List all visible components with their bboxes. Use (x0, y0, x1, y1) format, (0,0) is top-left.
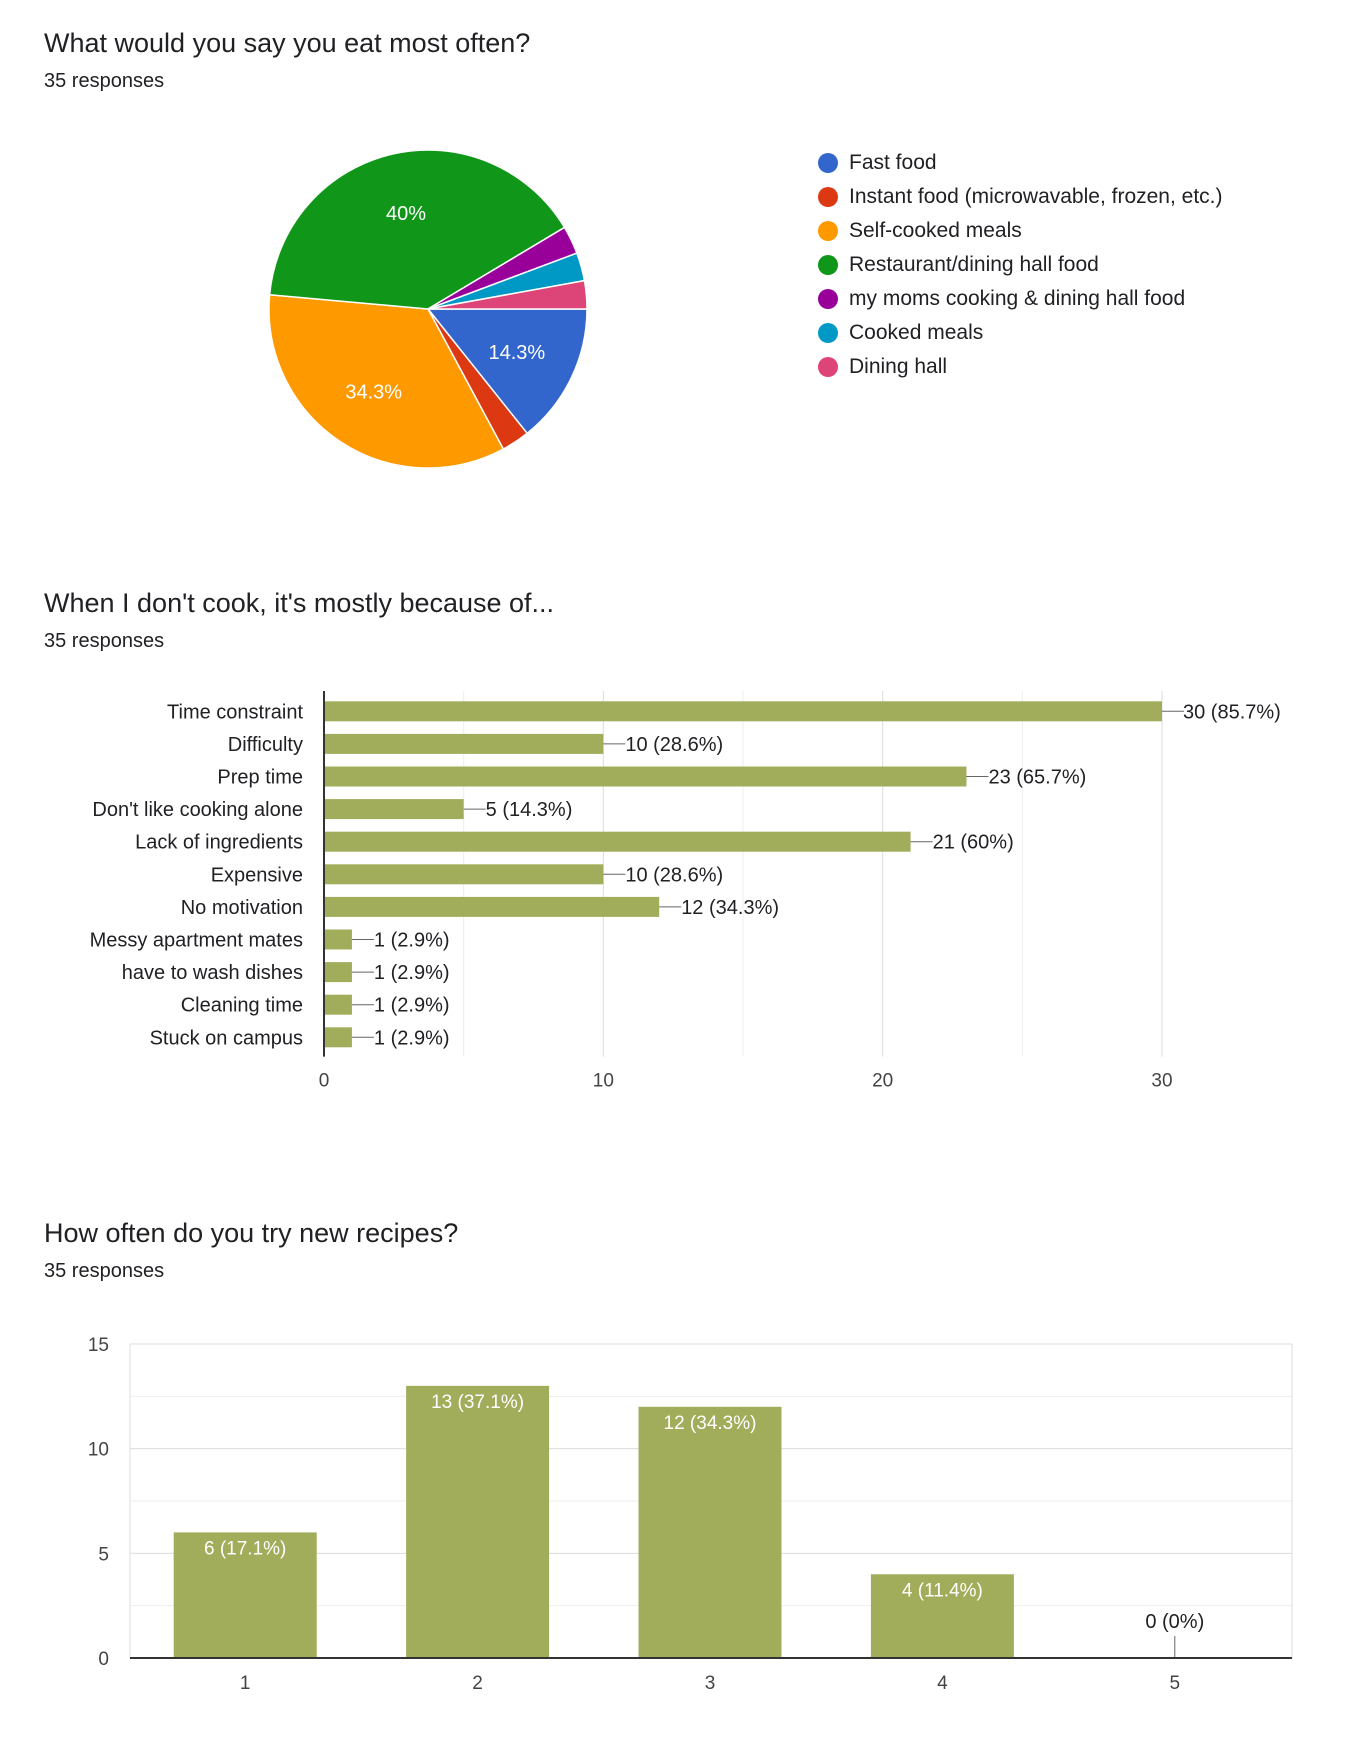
legend-swatch (818, 357, 838, 377)
legend-item: Dining hall (818, 350, 1223, 384)
x-tick-label: 3 (705, 1673, 716, 1694)
bar (324, 864, 604, 885)
y-tick-label: 5 (98, 1544, 109, 1565)
category-label: Messy apartment mates (90, 930, 303, 952)
category-label: No motivation (181, 897, 303, 919)
data-label: 5 (14.3%) (486, 799, 573, 821)
pie-chart: 14.3% 34.3% 40% (268, 149, 588, 469)
bar (324, 994, 352, 1015)
response-count: 35 responses (44, 70, 165, 92)
response-count: 35 responses (44, 630, 165, 652)
legend-label: Restaurant/dining hall food (849, 253, 1099, 276)
legend-label: Dining hall (849, 355, 948, 378)
question-title: When I don't cook, it's mostly because o… (44, 588, 555, 618)
legend-item: Cooked meals (818, 316, 1223, 350)
legend-item: Fast food (818, 146, 1223, 180)
x-tick-label: 1 (240, 1673, 251, 1694)
category-label: Stuck on campus (150, 1027, 303, 1049)
legend-label: my moms cooking & dining hall food (849, 287, 1186, 310)
data-label: 12 (34.3%) (664, 1413, 757, 1434)
pie-slice (427, 279, 588, 310)
data-label: 6 (17.1%) (204, 1538, 286, 1559)
x-tick-label: 2 (472, 1673, 483, 1694)
pie-slice (268, 293, 505, 469)
data-label: 30 (85.7%) (1183, 701, 1281, 723)
x-tick-label: 30 (1151, 1071, 1172, 1092)
legend-swatch (818, 187, 838, 207)
y-tick-label: 15 (88, 1335, 109, 1356)
y-tick-label: 10 (88, 1440, 109, 1461)
data-label: 12 (34.3%) (681, 897, 779, 919)
category-label: Time constraint (167, 701, 303, 723)
y-tick-label: 0 (98, 1649, 109, 1670)
bar (638, 1406, 782, 1658)
data-label: 10 (28.6%) (625, 734, 723, 756)
data-label: 4 (11.4%) (902, 1580, 983, 1601)
pie-slice (426, 308, 588, 435)
legend-label: Instant food (microwavable, frozen, etc.… (849, 185, 1223, 208)
category-label: Cleaning time (181, 995, 303, 1017)
category-label: have to wash dishes (122, 962, 303, 984)
question-title: What would you say you eat most often? (44, 28, 531, 58)
pie-slice-label: 34.3% (345, 381, 402, 403)
x-tick-label: 0 (319, 1071, 330, 1092)
legend-item: Restaurant/dining hall food (818, 248, 1223, 282)
data-label: 10 (28.6%) (625, 864, 723, 886)
data-label: 0 (0%) (1145, 1611, 1204, 1633)
bar (324, 929, 352, 950)
category-label: Don't like cooking alone (92, 799, 303, 821)
bar (324, 896, 660, 917)
bar (406, 1385, 550, 1658)
data-label: 21 (60%) (933, 832, 1014, 854)
pie-legend: Fast food Instant food (microwavable, fro… (818, 146, 1223, 384)
pie-slice-label: 40% (386, 203, 426, 225)
legend-swatch (818, 221, 838, 241)
pie-chart-section: What would you say you eat most often? 3… (0, 0, 1347, 520)
bar (324, 831, 911, 852)
response-count: 35 responses (44, 1260, 165, 1282)
pie-slice (268, 149, 566, 310)
bar (324, 733, 604, 754)
data-label: 1 (2.9%) (374, 962, 450, 984)
bar (324, 766, 967, 787)
bar (324, 701, 1162, 722)
x-tick-label: 10 (593, 1071, 614, 1092)
category-label: Prep time (217, 767, 303, 789)
pie-slice-label: 14.3% (488, 342, 545, 364)
bar (870, 1574, 1014, 1658)
x-tick-label: 5 (1170, 1673, 1181, 1694)
category-label: Difficulty (228, 734, 303, 756)
question-title: How often do you try new recipes? (44, 1218, 459, 1248)
data-label: 13 (37.1%) (431, 1392, 524, 1413)
bar (324, 1027, 352, 1048)
data-label: 1 (2.9%) (374, 1027, 450, 1049)
data-label: 23 (65.7%) (988, 767, 1086, 789)
legend-item: Self-cooked meals (818, 214, 1223, 248)
bar (324, 799, 464, 820)
legend-label: Cooked meals (849, 321, 984, 344)
legend-item: my moms cooking & dining hall food (818, 282, 1223, 316)
vertical-bar-chart: 0 5 10 15 6 (17.1%) 1 13 (37.1%) 2 12 (34.3%) 3 4 … (88, 1335, 1293, 1694)
data-label: 1 (2.9%) (374, 930, 450, 952)
bar (324, 962, 352, 983)
legend-swatch (818, 153, 838, 173)
x-tick-label: 20 (872, 1071, 893, 1092)
legend-item: Instant food (microwavable, frozen, etc.… (818, 180, 1223, 214)
bar (173, 1532, 317, 1658)
legend-label: Fast food (849, 151, 937, 174)
x-tick-label: 4 (937, 1673, 948, 1694)
category-label: Expensive (211, 864, 303, 886)
legend-swatch (818, 323, 838, 343)
horizontal-bar-chart: 0 10 20 30 Time constraint 30 (85.7%) Difficul… (90, 691, 1281, 1092)
legend-swatch (818, 255, 838, 275)
legend-swatch (818, 289, 838, 309)
data-label: 1 (2.9%) (374, 995, 450, 1017)
legend-label: Self-cooked meals (849, 219, 1022, 242)
category-label: Lack of ingredients (135, 832, 303, 854)
